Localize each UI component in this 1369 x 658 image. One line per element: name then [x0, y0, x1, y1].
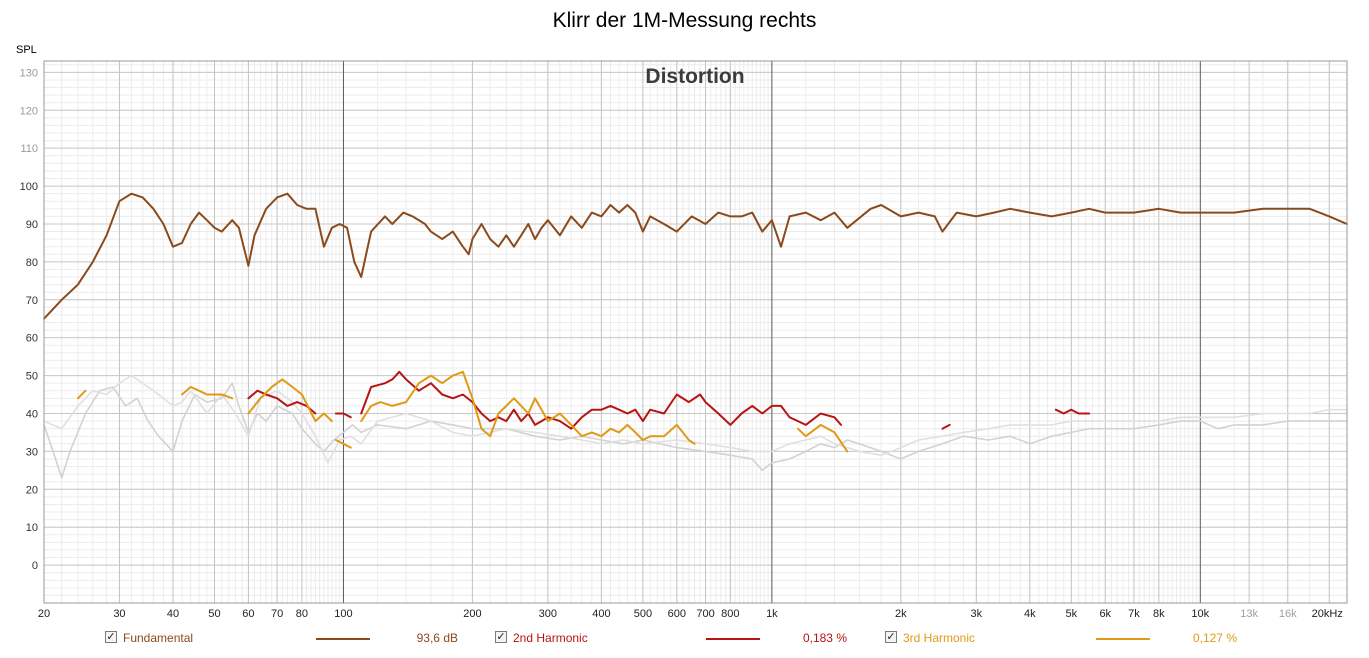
x-tick-label: 16k [1279, 608, 1297, 620]
x-tick-label: 800 [721, 608, 739, 620]
x-tick-label: 5k [1066, 608, 1078, 620]
legend-swatch-3rd-harmonic [1096, 638, 1150, 640]
series-line-3rd-harmonic [360, 370, 696, 445]
x-tick-label: 3k [970, 608, 982, 620]
y-tick-label: 120 [20, 105, 38, 117]
x-tick-label: 2k [895, 608, 907, 620]
y-axis-label: SPL [16, 44, 37, 56]
x-tick-label: 7k [1128, 608, 1140, 620]
series-line-2nd-harmonic [334, 412, 352, 419]
x-tick-label: 1k [766, 608, 778, 620]
x-tick-label: 30 [113, 608, 125, 620]
series-line-2nd-harmonic [247, 389, 317, 415]
legend-item-3rd-harmonic[interactable]: ✓ 3rd Harmonic 0,127 % [0, 630, 1300, 648]
3rd-harmonic-checkbox[interactable]: ✓ [885, 631, 897, 643]
series-line-fundamental [43, 192, 1348, 320]
legend-value-2nd-harmonic: 0,183 % [802, 631, 847, 645]
x-axis-ticks: 20 30 40 50 60 70 80 100 200 300 400 500 600 700 800 1k… [38, 608, 1343, 620]
x-tick-label: 50 [208, 608, 220, 620]
y-tick-label: 100 [20, 181, 38, 193]
x-tick-label: 200 [463, 608, 481, 620]
series-line-2nd-harmonic [360, 370, 842, 430]
checkmark-icon: ✓ [886, 631, 896, 643]
legend-label-2nd-harmonic: 2nd Harmonic [513, 631, 588, 645]
plot-frame [43, 60, 1348, 604]
legend: ✓ Fundamental 93,6 dB ✓ 2nd Harmonic 0,1… [0, 630, 1369, 650]
series-line-grey-2 [43, 374, 1348, 464]
data-curves [43, 192, 1348, 453]
y-tick-label: 20 [26, 484, 38, 496]
x-tick-label: 20 [38, 608, 50, 620]
legend-item-fundamental[interactable]: ✓ Fundamental 93,6 dB [0, 630, 480, 648]
legend-swatch-2nd-harmonic [706, 638, 760, 640]
x-tick-label: 40 [167, 608, 179, 620]
series-line-3rd-harmonic [796, 423, 849, 453]
chart-title: Klirr der 1M-Messung rechts [552, 9, 817, 32]
x-tick-label: 500 [634, 608, 652, 620]
x-tick-label: 10k [1191, 608, 1209, 620]
y-tick-label: 70 [26, 295, 38, 307]
series-line-3rd-harmonic [247, 378, 333, 423]
x-tick-label: 80 [296, 608, 308, 620]
y-tick-label: 0 [32, 560, 38, 572]
legend-label-fundamental: Fundamental [123, 631, 194, 645]
y-tick-label: 80 [26, 257, 38, 269]
y-tick-label: 130 [20, 67, 38, 79]
legend-value-fundamental: 93,6 dB [416, 631, 458, 645]
legend-item-2nd-harmonic[interactable]: ✓ 2nd Harmonic 0,183 % [0, 630, 900, 648]
y-tick-label: 110 [20, 143, 38, 155]
y-tick-label: 90 [26, 219, 38, 231]
y-tick-label: 10 [26, 522, 38, 534]
legend-swatch-fundamental [316, 638, 370, 640]
minor-gridlines [44, 61, 1347, 604]
x-tick-label: 8k [1153, 608, 1165, 620]
x-tick-label: 300 [539, 608, 557, 620]
series-line-3rd-harmonic [181, 386, 234, 400]
x-tick-label: 600 [668, 608, 686, 620]
legend-value-3rd-harmonic: 0,127 % [1192, 631, 1237, 645]
checkmark-icon: ✓ [496, 631, 506, 643]
series-line-2nd-harmonic [1054, 408, 1091, 415]
x-tick-label: 60 [242, 608, 254, 620]
y-tick-label: 30 [26, 446, 38, 458]
2nd-harmonic-checkbox[interactable]: ✓ [495, 631, 507, 643]
x-tick-label: 6k [1099, 608, 1111, 620]
x-tick-label: 100 [334, 608, 352, 620]
x-tick-label: 13k [1240, 608, 1258, 620]
fundamental-checkbox[interactable]: ✓ [105, 631, 117, 643]
x-tick-label: 400 [592, 608, 610, 620]
legend-label-3rd-harmonic: 3rd Harmonic [903, 631, 976, 645]
series-line-3rd-harmonic [334, 439, 352, 449]
checkmark-icon: ✓ [106, 631, 116, 643]
x-tick-label: 20kHz [1312, 608, 1343, 620]
x-tick-label: 4k [1024, 608, 1036, 620]
y-tick-label: 40 [26, 408, 38, 420]
series-line-3rd-harmonic [76, 389, 87, 400]
x-tick-label: 70 [271, 608, 283, 620]
plot-background [44, 61, 1347, 603]
y-tick-label: 60 [26, 333, 38, 345]
inner-chart-title: Distortion [645, 65, 744, 88]
x-tick-label: 700 [696, 608, 714, 620]
series-line-2nd-harmonic [941, 423, 951, 430]
plot-border [43, 60, 1348, 604]
y-tick-label: 50 [26, 371, 38, 383]
